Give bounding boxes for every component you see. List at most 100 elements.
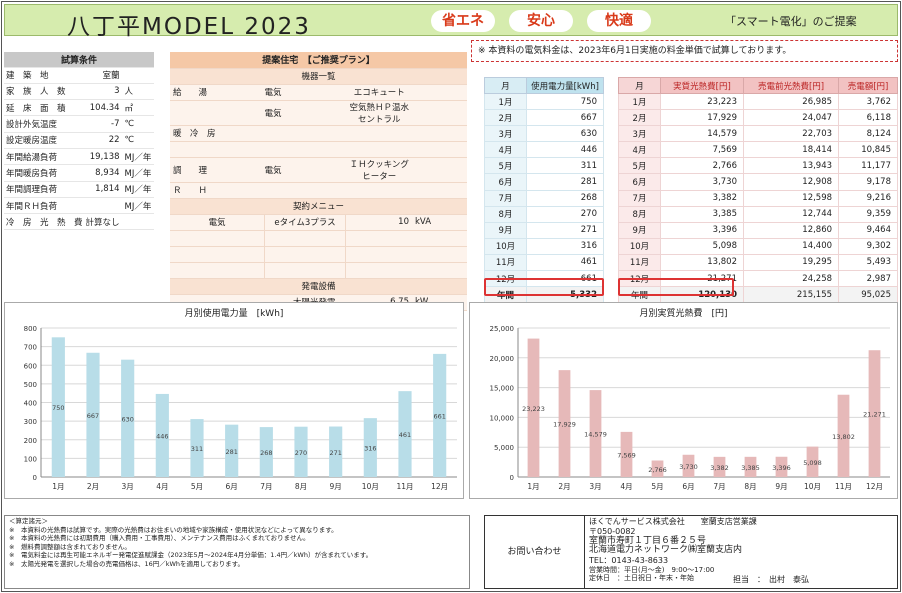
contact-company: ほくでんサービス株式会社 室蘭支店営業課 [589, 517, 757, 526]
contract-unit [413, 246, 467, 263]
contract-type: 電気 [170, 214, 265, 231]
contract-unit: kVA [413, 214, 467, 231]
cost-before: 12,598 [742, 189, 840, 207]
contract-row [170, 246, 467, 263]
x-tick-label: 4月 [156, 482, 168, 491]
y-tick-label: 500 [24, 381, 37, 389]
data-label: 21,271 [863, 411, 886, 419]
cost-real: 3,382 [660, 189, 744, 207]
page-title: 八丁平MODEL 2023 [67, 14, 311, 40]
x-tick-label: 12月 [431, 482, 448, 491]
data-label: 446 [156, 432, 168, 440]
contract-type [170, 230, 265, 247]
condition-value: 1,814 [82, 181, 123, 198]
condition-label: 設計外気温度 [4, 115, 83, 133]
equipment-energy: 電気 [264, 84, 346, 101]
cost-real: 17,929 [660, 109, 744, 127]
condition-label: 冷 房 光 熱 費 [4, 213, 83, 231]
condition-value: -7 [82, 115, 123, 133]
x-tick-label: 1月 [52, 482, 64, 491]
kwh-chart-title: 月別使用電力量 [kWh] [184, 309, 284, 319]
cost-total-highlight [618, 278, 734, 296]
condition-row: 年間給湯負荷 19,138 MJ／年 [4, 148, 154, 166]
condition-unit: ℃ [122, 132, 154, 149]
kwh-chart: 月別使用電力量 [kWh] 0 100 200 300 400 500 600 700 800 7… [4, 302, 464, 499]
y-tick-label: 300 [24, 418, 37, 426]
bar [294, 426, 308, 477]
cost-sell: 11,177 [838, 157, 898, 175]
kwh-total-highlight [484, 278, 604, 296]
equipment-device: ＩＨクッキングヒーター [345, 157, 413, 183]
footnotes: ＜算定諸元＞ ※ 本資料の光熱費は試算です。実際の光熱費はお住まいの地域や家族構… [4, 515, 470, 589]
condition-label: 年間調理負荷 [4, 181, 83, 198]
equipment-row: 調 理電気 ＩＨクッキングヒーター [170, 157, 467, 183]
contract-menu [264, 262, 346, 279]
x-tick-label: 11月 [835, 482, 852, 491]
kwh-month: 3月 [484, 125, 527, 143]
footnote-line: ※ 太陽光発電を選択した場合の売電価格は、16円／kWhを適用しております。 [9, 559, 244, 568]
condition-label: 年間暖房負荷 [4, 164, 83, 182]
data-label: 23,223 [522, 405, 545, 413]
cost-before: 18,414 [742, 141, 840, 159]
contract-heading: 契約メニュー [170, 198, 467, 215]
cost-sell: 3,762 [838, 92, 898, 111]
equipment-use: 暖 冷 房 [170, 125, 265, 142]
conditions-heading: 試算条件 [4, 52, 154, 68]
kwh-row: 2月 667 [484, 109, 604, 127]
condition-label: 建 築 地 [4, 67, 83, 84]
kwh-table: 月使用電力量[kWh] 1月 750 2月 667 3月 630 4月 446 5月 311 6月 2… [484, 77, 604, 304]
cost-real: 14,579 [660, 125, 744, 143]
contact-label: お問い合わせ [485, 516, 585, 588]
cost-row: 2月 17,929 24,047 6,118 [618, 109, 898, 127]
kwh-row: 7月 268 [484, 189, 604, 207]
condition-unit: ℃ [122, 115, 154, 133]
kwh-row: 5月 311 [484, 157, 604, 175]
equipment-row: 給 湯電気 エコキュート [170, 84, 467, 101]
kwh-value: 446 [526, 141, 604, 159]
kwh-month: 4月 [484, 141, 527, 159]
equipment-device: 空気熱ＨＰ温水セントラル [345, 100, 413, 126]
kwh-value: 270 [526, 205, 604, 223]
data-label: 461 [399, 431, 411, 439]
data-label: 750 [52, 404, 64, 412]
data-label: 268 [260, 449, 272, 457]
equipment-use [170, 100, 265, 126]
data-label: 13,802 [832, 433, 855, 441]
data-label: 3,382 [710, 464, 729, 472]
cost-row: 7月 3,382 12,598 9,216 [618, 189, 898, 207]
y-tick-label: 0 [510, 474, 514, 482]
contract-value: 10 [345, 214, 413, 231]
equipment-spacer [413, 141, 467, 158]
equipment-row: 暖 冷 房 [170, 125, 467, 142]
equipment-energy [264, 182, 346, 199]
kwh-row: 10月 316 [484, 237, 604, 255]
x-tick-label: 9月 [330, 482, 342, 491]
y-tick-label: 25,000 [490, 325, 515, 333]
cost-before: 12,908 [742, 173, 840, 191]
contact-person: 担当 ： 出村 泰弘 [733, 575, 809, 584]
cost-real: 5,098 [660, 237, 744, 255]
pill-energy-saving: 省エネ [431, 10, 495, 32]
equipment-use: Ｒ Ｈ [170, 182, 265, 199]
condition-row: 設定暖房温度 22 ℃ [4, 132, 154, 149]
kwh-month: 2月 [484, 109, 527, 127]
x-tick-label: 1月 [527, 482, 539, 491]
bar [806, 446, 819, 477]
x-tick-label: 11月 [396, 482, 413, 491]
condition-value: 室蘭 [82, 67, 123, 84]
kwh-month: 8月 [484, 205, 527, 223]
y-tick-label: 700 [24, 344, 37, 352]
generation-heading: 発電設備 [170, 278, 467, 295]
cost-sell: 9,178 [838, 173, 898, 191]
kwh-value: 271 [526, 221, 604, 239]
condition-value: 22 [82, 132, 123, 149]
equipment-use: 調 理 [170, 157, 265, 183]
cost-sell: 9,359 [838, 205, 898, 223]
bar [190, 419, 204, 477]
cost-sell: 9,216 [838, 189, 898, 207]
x-tick-label: 2月 [558, 482, 570, 491]
data-label: 630 [121, 415, 133, 423]
cost-before: 19,295 [742, 253, 840, 272]
cost-month: 8月 [618, 205, 661, 223]
